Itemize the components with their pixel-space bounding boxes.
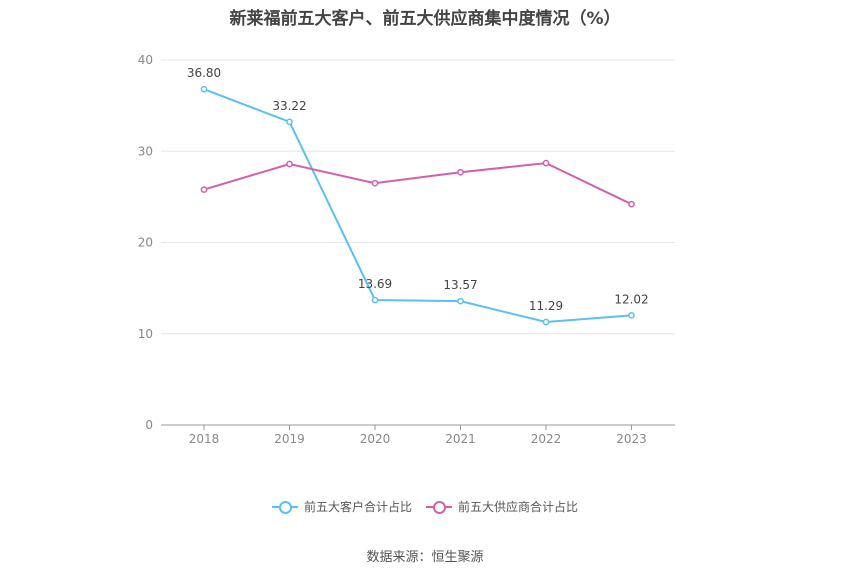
data-source: 数据来源：恒生聚源 bbox=[366, 550, 484, 565]
x-tick-label-2018: 2018 bbox=[189, 432, 220, 446]
series-2 bbox=[200, 159, 635, 208]
x-tick-label-2020: 2020 bbox=[360, 432, 391, 446]
y-tick-label-30: 30 bbox=[138, 144, 153, 158]
data-label-2019: 33.22 bbox=[272, 99, 306, 113]
series-1-point-2023 bbox=[628, 311, 635, 319]
legend-marker-icon bbox=[271, 500, 298, 514]
x-tick-label-2019: 2019 bbox=[274, 432, 305, 446]
y-tick-label-0: 0 bbox=[145, 418, 153, 432]
data-label-2023: 12.02 bbox=[614, 292, 648, 306]
y-axis-ticks: 0 10 20 30 40 bbox=[138, 53, 153, 432]
y-tick-label-40: 40 bbox=[138, 53, 153, 67]
series-2-point-2020 bbox=[371, 179, 379, 187]
series-1-point-2020 bbox=[371, 296, 379, 304]
series-2-point-2021 bbox=[457, 168, 464, 176]
legend-marker-icon bbox=[426, 500, 452, 514]
series-2-point-2019 bbox=[286, 160, 293, 168]
series-2-point-2022 bbox=[542, 159, 550, 167]
data-label-2020: 13.69 bbox=[358, 277, 392, 291]
x-tick-label-2022: 2022 bbox=[531, 432, 562, 446]
y-tick-label-10: 10 bbox=[138, 327, 153, 341]
x-axis: 2018 2019 2020 2021 2022 2023 bbox=[161, 424, 675, 446]
series-1-point-2018 bbox=[200, 85, 208, 93]
legend: 前五大客户合计占比 前五大供应商合计占比 bbox=[0, 498, 850, 515]
series-1-point-2022 bbox=[542, 318, 550, 326]
x-tick-label-2023: 2023 bbox=[616, 432, 647, 446]
series-2-line bbox=[203, 162, 632, 206]
chart-title: 新莱福前五大客户、前五大供应商集中度情况（%） bbox=[229, 9, 621, 29]
series-1-point-2019 bbox=[286, 118, 293, 126]
x-tick-label-2021: 2021 bbox=[445, 432, 476, 446]
series-2-point-2018 bbox=[200, 186, 208, 193]
series-1-point-2021 bbox=[457, 297, 464, 305]
legend-label: 前五大客户合计占比 bbox=[303, 500, 412, 514]
series-2-point-2023 bbox=[628, 200, 635, 208]
series-1-line bbox=[203, 88, 632, 323]
legend-item-1[interactable]: 前五大客户合计占比 bbox=[271, 498, 412, 515]
gridlines bbox=[161, 59, 675, 335]
data-label-2021: 13.57 bbox=[443, 278, 477, 292]
legend-item-2[interactable]: 前五大供应商合计占比 bbox=[426, 498, 578, 515]
legend-label: 前五大供应商合计占比 bbox=[458, 500, 579, 514]
y-tick-label-20: 20 bbox=[138, 236, 153, 250]
data-label-2022: 11.29 bbox=[529, 299, 563, 313]
data-label-2018: 36.80 bbox=[187, 66, 221, 80]
series-group: 36.80 33.22 13.69 13.57 11.29 12.02 bbox=[187, 66, 649, 326]
series-1: 36.80 33.22 13.69 13.57 11.29 12.02 bbox=[187, 66, 649, 326]
